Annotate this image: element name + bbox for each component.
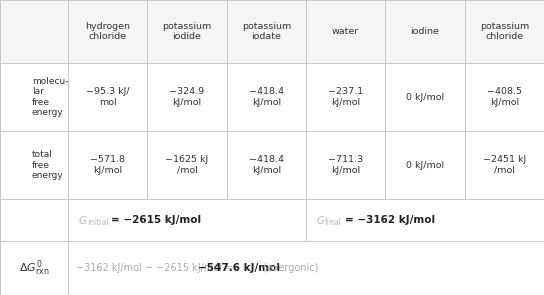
Bar (0, 241, 68, 295)
Text: −408.5
kJ/mol: −408.5 kJ/mol (487, 87, 522, 107)
Bar (227, 131, 306, 199)
Text: molecu-
lar
free
energy: molecu- lar free energy (32, 77, 69, 117)
Bar (385, 63, 465, 131)
Text: potassium
iodide: potassium iodide (162, 22, 212, 41)
Bar (306, 131, 385, 199)
Text: potassium
iodate: potassium iodate (242, 22, 291, 41)
Bar (465, 0, 544, 63)
Text: $\Delta G^0_{\mathregular{rxn}}$: $\Delta G^0_{\mathregular{rxn}}$ (19, 258, 49, 278)
Text: $\it{G}$: $\it{G}$ (316, 214, 325, 226)
Text: water: water (332, 27, 359, 36)
Bar (306, 63, 385, 131)
Text: −3162 kJ/mol − −2615 kJ/mol =: −3162 kJ/mol − −2615 kJ/mol = (76, 263, 237, 273)
Bar (227, 0, 306, 63)
Text: −547.6 kJ/mol: −547.6 kJ/mol (197, 263, 280, 273)
Text: −418.4
kJ/mol: −418.4 kJ/mol (249, 87, 284, 107)
Bar (0, 199, 68, 241)
Bar (147, 0, 227, 63)
Text: 0 kJ/mol: 0 kJ/mol (406, 160, 444, 170)
Bar (0, 63, 68, 131)
Bar (68, 0, 147, 63)
Text: iodine: iodine (411, 27, 440, 36)
Bar (306, 199, 544, 241)
Bar (147, 63, 227, 131)
Text: −571.8
kJ/mol: −571.8 kJ/mol (90, 155, 125, 175)
Text: 0 kJ/mol: 0 kJ/mol (406, 93, 444, 101)
Text: −2451 kJ
/mol: −2451 kJ /mol (483, 155, 526, 175)
Text: −95.3 kJ/
mol: −95.3 kJ/ mol (86, 87, 129, 107)
Bar (385, 131, 465, 199)
Text: = −2615 kJ/mol: = −2615 kJ/mol (111, 215, 201, 225)
Text: −1625 kJ
/mol: −1625 kJ /mol (165, 155, 209, 175)
Bar (0, 131, 68, 199)
Text: $\it{G}$: $\it{G}$ (78, 214, 88, 226)
Text: hydrogen
chloride: hydrogen chloride (85, 22, 130, 41)
Text: (exergonic): (exergonic) (259, 263, 318, 273)
Bar (68, 199, 306, 241)
Text: potassium
chloride: potassium chloride (480, 22, 529, 41)
Bar (465, 63, 544, 131)
Text: total
free
energy: total free energy (32, 150, 64, 180)
Bar (465, 131, 544, 199)
Text: initial: initial (87, 218, 109, 227)
Text: −237.1
kJ/mol: −237.1 kJ/mol (328, 87, 363, 107)
Text: final: final (325, 218, 342, 227)
Bar (68, 241, 544, 295)
Bar (0, 0, 68, 63)
Text: −324.9
kJ/mol: −324.9 kJ/mol (169, 87, 205, 107)
Text: −711.3
kJ/mol: −711.3 kJ/mol (328, 155, 363, 175)
Bar (306, 0, 385, 63)
Bar (147, 131, 227, 199)
Bar (385, 0, 465, 63)
Bar (227, 63, 306, 131)
Text: = −3162 kJ/mol: = −3162 kJ/mol (345, 215, 435, 225)
Bar (68, 131, 147, 199)
Bar (68, 63, 147, 131)
Text: −418.4
kJ/mol: −418.4 kJ/mol (249, 155, 284, 175)
